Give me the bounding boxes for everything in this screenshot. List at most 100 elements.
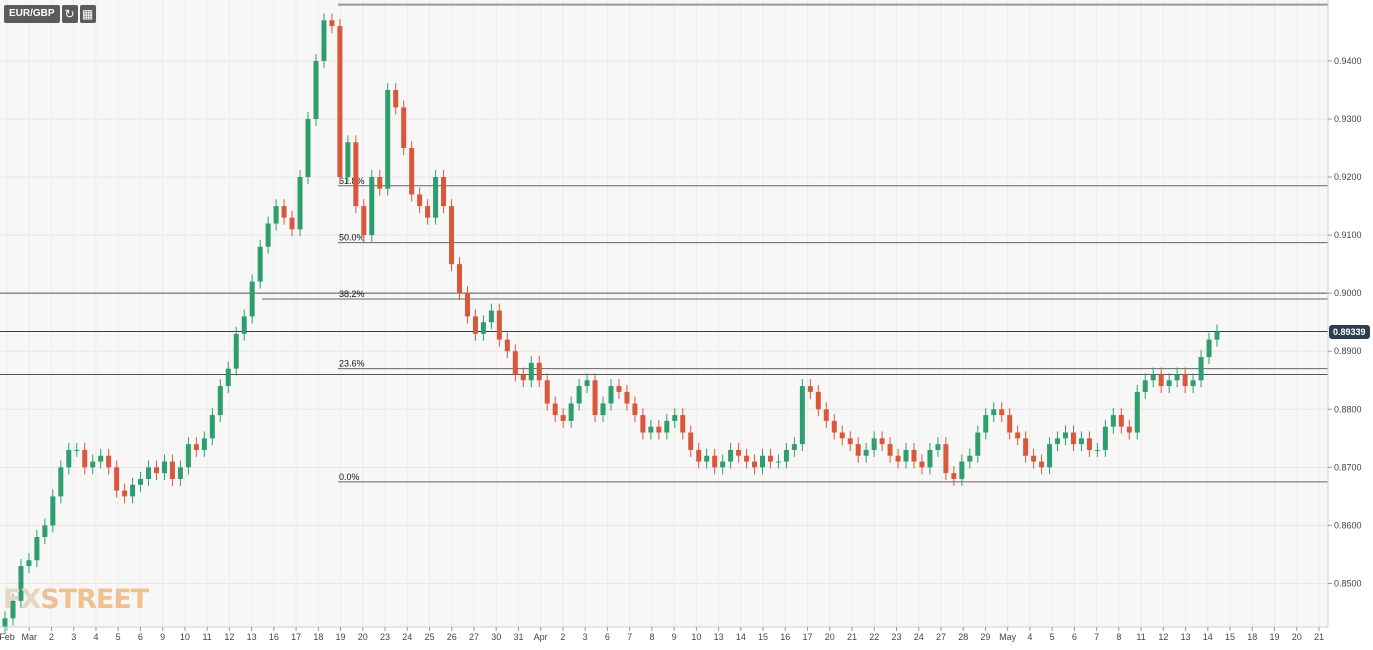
candle-body — [983, 415, 989, 433]
x-tick-label: 23 — [891, 632, 901, 642]
candle-body — [807, 386, 813, 392]
x-tick-label: 10 — [691, 632, 701, 642]
symbol-button[interactable]: EUR/GBP — [4, 5, 60, 23]
y-tick-label: 0.9300 — [1334, 114, 1362, 124]
candle-body — [991, 409, 997, 416]
candle-body — [345, 142, 351, 178]
x-tick-label: 14 — [736, 632, 746, 642]
candle-body — [217, 386, 223, 416]
candle-body — [720, 461, 726, 468]
candle-body — [185, 444, 191, 468]
fib-label: 38.2% — [339, 289, 365, 299]
x-tick-label: 15 — [1225, 632, 1235, 642]
candle-body — [353, 142, 359, 207]
x-tick-label: 11 — [202, 632, 211, 642]
candle-body — [855, 444, 861, 456]
candle-body — [1007, 415, 1013, 433]
candle-body — [919, 461, 925, 468]
y-tick-label: 0.8500 — [1334, 578, 1362, 588]
candle-body — [696, 449, 702, 462]
candle-body — [744, 455, 750, 462]
x-tick-label: 9 — [160, 632, 165, 642]
y-tick-label: 0.9000 — [1334, 288, 1362, 298]
x-tick-label: 8 — [649, 632, 654, 642]
candle-body — [680, 415, 686, 433]
grid-lines — [0, 0, 1328, 627]
x-tick-label: 12 — [224, 632, 234, 642]
candle-body — [34, 537, 40, 561]
candle-body — [752, 461, 758, 468]
x-tick-label: 6 — [138, 632, 143, 642]
refresh-icon[interactable]: ↻ — [61, 5, 78, 23]
candle-body — [887, 444, 893, 456]
y-tick-label: 0.8700 — [1334, 462, 1362, 472]
candle-body — [377, 177, 383, 189]
y-tick-label: 0.8600 — [1334, 520, 1362, 530]
x-tick-label: 4 — [93, 632, 98, 642]
x-tick-label: 28 — [958, 632, 968, 642]
candle-body — [1174, 374, 1180, 381]
candle-body — [297, 177, 303, 230]
candle-body — [464, 293, 470, 317]
candle-body — [201, 438, 207, 450]
candle-body — [241, 316, 247, 334]
candle-body — [528, 362, 534, 381]
candle-body — [927, 449, 933, 468]
candle-body — [536, 362, 542, 381]
candle-body — [791, 444, 797, 450]
x-tick-label: 8 — [1116, 632, 1121, 642]
candle-body — [209, 415, 215, 439]
x-tick-label: 19 — [1270, 632, 1280, 642]
x-tick-label: 7 — [1094, 632, 1099, 642]
candle-body — [138, 478, 144, 485]
x-tick-label: 22 — [869, 632, 879, 642]
x-tick-label: May — [999, 632, 1017, 642]
candle-body — [305, 119, 311, 178]
fib-label: 0.0% — [339, 472, 360, 482]
candle-body — [951, 473, 957, 479]
x-tick-label: 31 — [513, 632, 523, 642]
calendar-icon[interactable]: ▦ — [79, 5, 96, 23]
fibonacci-levels: 61.8% 50.0% 38.2% 23.6% 0.0% — [262, 176, 1328, 483]
candle-body — [504, 339, 510, 352]
candle-body — [369, 177, 375, 236]
x-tick-label: 13 — [1181, 632, 1191, 642]
candle-body — [472, 316, 478, 334]
logo-fx: FX — [3, 584, 41, 615]
candle-body — [329, 20, 335, 27]
candle-body — [146, 467, 152, 479]
candle-body — [74, 449, 80, 451]
candle-body — [1078, 438, 1084, 445]
y-tick-label: 0.9100 — [1334, 230, 1362, 240]
candle-body — [760, 455, 765, 468]
candle-body — [775, 461, 781, 463]
candle-body — [592, 380, 598, 416]
candle-body — [1134, 391, 1140, 433]
candle-body — [265, 223, 271, 247]
x-tick-label: 20 — [1292, 632, 1302, 642]
candle-body — [624, 391, 630, 404]
x-tick-label: 24 — [914, 632, 924, 642]
x-tick-label: 26 — [447, 632, 457, 642]
x-tick-label: 21 — [1314, 632, 1324, 642]
x-tick-label: 23 — [380, 632, 390, 642]
candle-body — [42, 525, 48, 538]
candle-body — [560, 415, 566, 421]
x-tick-label: 30 — [491, 632, 501, 642]
chart-toolbar: EUR/GBP ↻ ▦ — [4, 5, 96, 23]
candle-body — [839, 432, 845, 439]
candle-body — [648, 426, 654, 433]
candle-body — [233, 333, 239, 369]
fib-label: 61.8% — [339, 176, 365, 186]
candle-body — [1182, 374, 1188, 387]
candle-body — [98, 455, 104, 462]
candle-body — [2, 618, 8, 627]
x-tick-label: 29 — [980, 632, 990, 642]
candle-body — [1110, 415, 1116, 427]
candle-body — [26, 560, 32, 567]
candle-body — [879, 438, 885, 445]
candle-body — [600, 403, 606, 416]
candle-body — [999, 409, 1005, 416]
candle-body — [273, 206, 279, 224]
